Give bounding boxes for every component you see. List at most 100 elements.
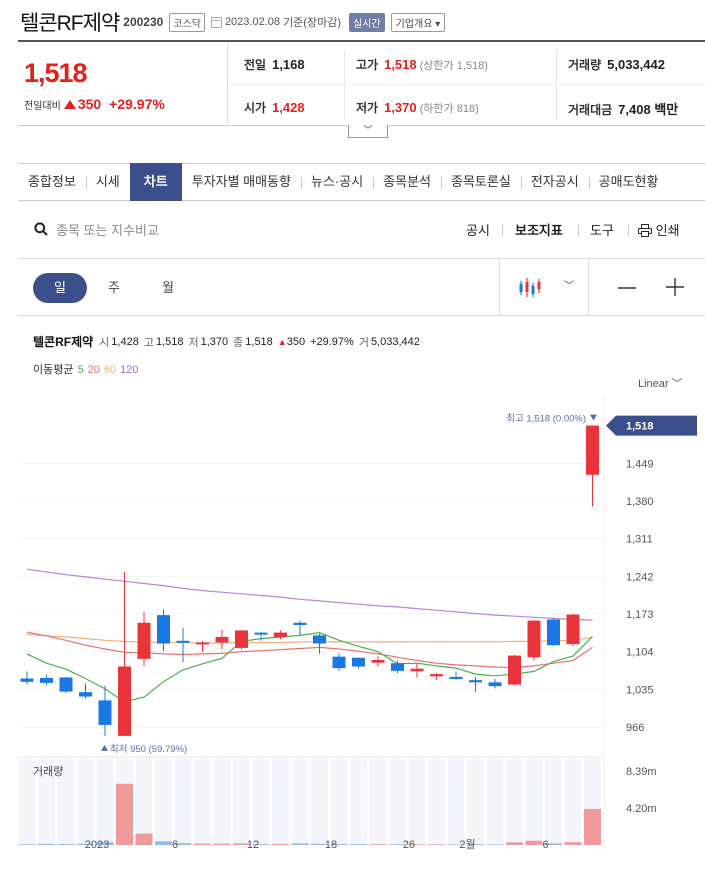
candle-body (371, 659, 385, 663)
print-label: 인쇄 (655, 223, 680, 238)
change-label: 전일대비 (24, 100, 61, 112)
divider (344, 50, 345, 120)
ma120-legend[interactable]: 120 (120, 364, 139, 376)
candle-body (215, 636, 229, 643)
x-axis: 2023 6 12 18 26 2월 6 (85, 838, 549, 850)
high-annotation: 최고 1,518 (0.00%) (506, 414, 586, 425)
volume-bar (38, 843, 55, 845)
zoom-in-icon[interactable] (666, 278, 684, 296)
volume-bar (350, 844, 367, 845)
scale-dropdown[interactable]: Linear ﹀ (638, 375, 683, 391)
disclosure-button[interactable]: 공시 (466, 223, 490, 238)
volume-bar (135, 833, 153, 845)
period-day-button[interactable]: 일 (33, 273, 87, 303)
tab-short-selling[interactable]: 공매도현황 (588, 163, 669, 201)
volume-bar (77, 843, 94, 845)
candle-body (352, 657, 365, 667)
prev-close: 전일 1,168 (244, 57, 305, 72)
candle-body (391, 663, 404, 671)
tab-discussion[interactable]: 종목토론실 (441, 163, 521, 201)
info-high-label: 고 (143, 336, 154, 349)
candle-body (410, 668, 424, 672)
ma20-legend[interactable]: 20 (87, 364, 100, 376)
company-overview-dropdown[interactable]: 기업개요 ▾ (390, 12, 446, 32)
volume-bar (389, 844, 406, 845)
price-chart[interactable]: 1,449 1,380 1,311 1,242 1,173 1,104 1,035 966 1,… (0, 395, 705, 850)
stock-code: 200230 (123, 15, 164, 29)
chart-type-button[interactable] (518, 275, 544, 301)
candle-body (196, 642, 209, 645)
info-change-pct: +29.97% (310, 335, 354, 348)
low-price: 저가 1,370 (하한가 818) (356, 100, 479, 115)
y-tick-label: 1,242 (626, 571, 654, 583)
chevron-down-icon: ﹀ (671, 378, 683, 390)
chevron-down-icon: ﹀ (363, 125, 373, 135)
print-button[interactable]: 인쇄 (638, 220, 680, 239)
volume-bar (233, 843, 250, 845)
volume-slot (467, 759, 484, 845)
x-tick-label: 18 (325, 839, 337, 850)
tab-news[interactable]: 뉴스·공시 (300, 163, 373, 201)
period-selector: 일 주 월 ﹀ (18, 258, 705, 316)
x-tick-label: 6 (542, 839, 548, 850)
divider (578, 224, 579, 236)
expand-button[interactable]: ﹀ (348, 125, 388, 138)
candle-body (488, 682, 502, 687)
divider (556, 50, 557, 120)
volume-bar (584, 808, 601, 845)
candle-body (176, 640, 190, 643)
volume-bar (155, 841, 172, 845)
volume-slot (194, 759, 211, 845)
volume-slot (545, 759, 562, 845)
market-badge: 코스닥 (169, 12, 205, 32)
candle-body (254, 632, 268, 635)
down-marker-icon (590, 414, 597, 421)
x-tick-label: 2023 (85, 839, 109, 850)
indicator-button[interactable]: 보조지표 (515, 223, 563, 238)
search-icon[interactable] (34, 222, 48, 236)
tab-investor-trading[interactable]: 투자자별 매매동향 (191, 174, 291, 189)
volume-bar (545, 843, 562, 845)
compare-search-input[interactable] (56, 218, 306, 242)
tab-overview[interactable]: 종합정보 (28, 174, 76, 189)
info-high: 1,518 (155, 335, 184, 348)
volume-slot (77, 759, 94, 845)
volume-slot (272, 759, 289, 845)
period-week-button[interactable]: 주 (108, 280, 120, 295)
tools-button[interactable]: 도구 (590, 223, 614, 238)
change-percent: +29.97% (109, 96, 165, 112)
volume-slot (174, 759, 192, 845)
volume-slot (330, 759, 348, 845)
tab-disclosure[interactable]: 전자공시 (520, 163, 589, 201)
divider (230, 84, 705, 85)
volume-slot (291, 759, 309, 845)
date-suffix: 기준(장마감) (283, 17, 341, 29)
ma5-legend[interactable]: 5 (77, 364, 84, 376)
candle-body (527, 620, 541, 658)
divider (588, 259, 589, 315)
tab-analysis[interactable]: 종목분석 (373, 163, 441, 201)
tab-chart[interactable]: 차트 (129, 163, 182, 201)
open-price: 시가 1,428 (244, 100, 305, 115)
price-change: 전일대비 350 +29.97% (24, 96, 165, 112)
date-value: 2023.02.08 (224, 16, 280, 28)
ma60-legend[interactable]: 60 (103, 364, 117, 376)
volume-bar (57, 844, 75, 845)
up-arrow-icon (63, 99, 76, 109)
volume-slot (155, 759, 172, 845)
chart-type-dropdown[interactable]: ﹀ (564, 277, 574, 292)
live-button[interactable]: 실시간 (349, 12, 385, 32)
scale-label: Linear (638, 378, 669, 390)
volume-slot (408, 759, 426, 845)
overview-label: 기업개요 (395, 18, 433, 30)
volume-slot (213, 759, 231, 845)
zoom-out-icon[interactable] (618, 283, 636, 293)
volume-bar (311, 843, 328, 845)
period-month-button[interactable]: 월 (162, 280, 174, 295)
tab-quotes[interactable]: 시세 (85, 163, 130, 201)
high-price: 고가 1,518 (상한가 1,518) (356, 57, 488, 72)
volume-slot (486, 759, 504, 845)
y-axis: 1,449 1,380 1,311 1,242 1,173 1,104 1,035 966 1,… (606, 415, 697, 734)
divider (499, 259, 500, 315)
divider (502, 224, 503, 236)
